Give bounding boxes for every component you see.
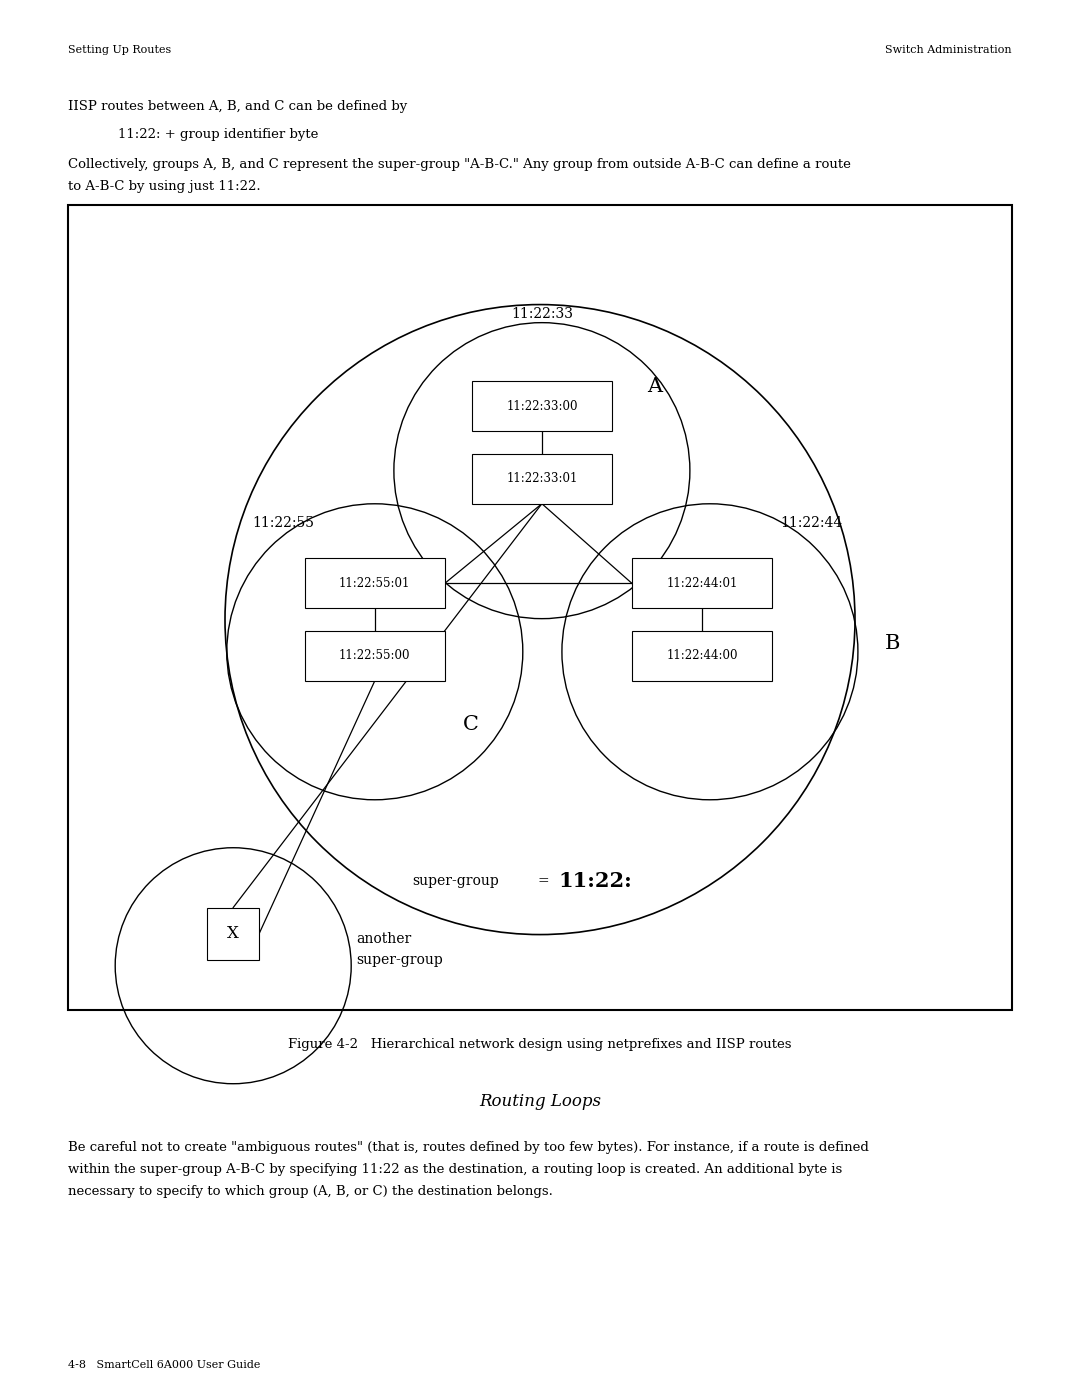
Text: Collectively, groups A, B, and C represent the super-group "A-B-C." Any group fr: Collectively, groups A, B, and C represe…	[68, 158, 851, 170]
Bar	[68, 205, 1012, 1010]
Text: 11:22:44:00: 11:22:44:00	[666, 650, 738, 662]
Text: another
super-group: another super-group	[356, 932, 443, 967]
Text: C: C	[462, 715, 478, 733]
Text: 11:22:55:01: 11:22:55:01	[339, 577, 410, 590]
Text: X: X	[227, 925, 239, 942]
Bar	[632, 559, 772, 608]
Text: 11:22:33:01: 11:22:33:01	[507, 472, 578, 485]
Bar	[632, 631, 772, 680]
Text: Be careful not to create "ambiguous routes" (that is, routes defined by too few : Be careful not to create "ambiguous rout…	[68, 1141, 869, 1154]
Text: 11:22:55:00: 11:22:55:00	[339, 650, 410, 662]
Text: 11:22:44: 11:22:44	[780, 515, 842, 529]
Text: 11:22:44:01: 11:22:44:01	[666, 577, 738, 590]
Text: Routing Loops: Routing Loops	[480, 1092, 600, 1111]
Text: within the super-group A-B-C by specifying 11:22 as the destination, a routing l: within the super-group A-B-C by specifyi…	[68, 1162, 842, 1176]
Text: Setting Up Routes: Setting Up Routes	[68, 45, 172, 54]
Bar	[472, 381, 612, 432]
Text: Switch Administration: Switch Administration	[886, 45, 1012, 54]
Text: =: =	[537, 875, 549, 888]
Bar	[305, 631, 445, 680]
Text: 11:22: + group identifier byte: 11:22: + group identifier byte	[118, 129, 319, 141]
Text: Figure 4-2   Hierarchical network design using netprefixes and IISP routes: Figure 4-2 Hierarchical network design u…	[288, 1038, 792, 1051]
Text: IISP routes between A, B, and C can be defined by: IISP routes between A, B, and C can be d…	[68, 101, 407, 113]
Text: 11:22:55: 11:22:55	[252, 515, 314, 529]
Bar	[305, 559, 445, 608]
Bar	[207, 908, 259, 960]
Text: necessary to specify to which group (A, B, or C) the destination belongs.: necessary to specify to which group (A, …	[68, 1185, 553, 1199]
Text: 11:22:33: 11:22:33	[511, 307, 572, 321]
Bar	[472, 454, 612, 504]
Text: to A-B-C by using just 11:22.: to A-B-C by using just 11:22.	[68, 180, 260, 193]
Text: B: B	[885, 634, 900, 654]
Text: 11:22:33:00: 11:22:33:00	[507, 400, 578, 412]
Text: super-group: super-group	[413, 875, 499, 888]
Text: 11:22:: 11:22:	[558, 872, 633, 891]
Text: 4-8   SmartCell 6A000 User Guide: 4-8 SmartCell 6A000 User Guide	[68, 1361, 260, 1370]
Text: A: A	[647, 377, 662, 395]
